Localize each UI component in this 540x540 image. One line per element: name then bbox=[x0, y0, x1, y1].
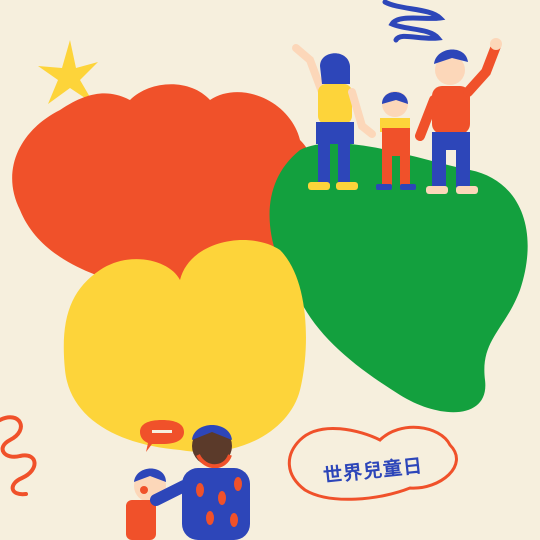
yellow-shape bbox=[63, 240, 306, 452]
man-figure bbox=[415, 38, 502, 194]
title-outline bbox=[287, 425, 458, 501]
star-icon bbox=[38, 40, 98, 104]
speech-bubble-icon bbox=[140, 420, 184, 452]
child-figure bbox=[376, 91, 416, 190]
scribble-icon bbox=[382, 0, 446, 43]
squiggle-icon bbox=[0, 415, 37, 497]
woman-figure bbox=[292, 44, 376, 190]
green-shape bbox=[269, 143, 528, 413]
elder-figure bbox=[150, 425, 250, 540]
